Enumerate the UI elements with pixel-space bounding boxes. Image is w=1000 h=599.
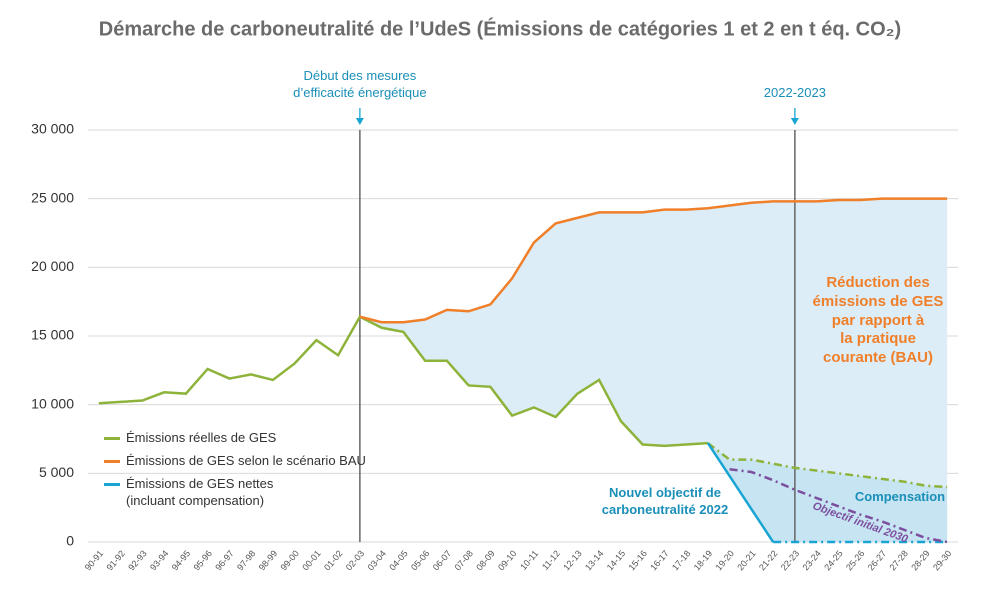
x-tick-label: 00-01 <box>300 548 322 572</box>
legend-label: Émissions de GES selon le scénario BAU <box>126 452 366 468</box>
x-tick-label: 28-29 <box>909 548 931 572</box>
y-tick-label: 25 000 <box>31 189 74 205</box>
series-line <box>98 315 708 448</box>
x-tick-label: 09-10 <box>496 548 518 572</box>
x-tick-label: 15-16 <box>627 548 649 572</box>
legend: Émissions réelles de GES Émissions de GES… <box>104 430 366 516</box>
marker-arrowhead <box>355 118 364 125</box>
x-tick-label: 22-23 <box>779 548 801 572</box>
legend-entry: Émissions réelles de GES <box>104 430 366 447</box>
x-tick-label: 24-25 <box>822 548 844 572</box>
x-tick-label: 06-07 <box>431 548 453 572</box>
x-tick-label: 98-99 <box>257 548 279 572</box>
x-tick-label: 97-98 <box>235 548 257 572</box>
x-tick-label: 07-08 <box>453 548 475 572</box>
x-tick-label: 26-27 <box>866 548 888 572</box>
x-tick-label: 05-06 <box>409 548 431 572</box>
legend-label: Émissions de GES nettes (incluant compen… <box>126 475 274 508</box>
compensation-area <box>707 443 948 542</box>
x-tick-label: 04-05 <box>387 548 409 572</box>
x-tick-label: 23-24 <box>801 548 823 572</box>
x-tick-label: 25-26 <box>844 548 866 572</box>
x-tick-label: 29-30 <box>931 548 953 572</box>
reduction-area <box>359 198 948 542</box>
x-tick-label: 91-92 <box>105 548 127 572</box>
x-tick-label: 12-13 <box>561 548 583 572</box>
y-tick-label: 0 <box>66 533 74 549</box>
x-tick-label: 90-91 <box>83 548 105 572</box>
x-tick-label: 21-22 <box>757 548 779 572</box>
legend-swatch <box>104 437 120 440</box>
x-tick-label: 14-15 <box>605 548 627 572</box>
legend-swatch <box>104 459 120 463</box>
x-tick-label: 20-21 <box>735 548 757 572</box>
x-tick-label: 19-20 <box>714 548 736 572</box>
chart-title: Démarche de carboneutralité de l’UdeS (É… <box>99 17 901 40</box>
x-tick-label: 92-93 <box>126 548 148 572</box>
series-line-projected <box>707 442 948 489</box>
x-tick-label: 08-09 <box>474 548 496 572</box>
x-tick-label: 11-12 <box>540 548 562 572</box>
legend-entry: Émissions de GES nettes (incluant compen… <box>104 476 366 510</box>
x-tick-label: 18-19 <box>692 548 714 572</box>
x-tick-label: 95-96 <box>192 548 214 572</box>
y-tick-label: 20 000 <box>31 258 74 274</box>
annotation-compensation: Compensation <box>854 489 946 504</box>
legend-swatch <box>104 482 120 486</box>
y-tick-label: 15 000 <box>31 327 74 343</box>
x-tick-label: 17-18 <box>670 548 692 572</box>
annotation-reduction: Réduction des émissions de GES par rappo… <box>812 274 944 366</box>
y-tick-label: 10 000 <box>31 395 74 411</box>
series-line <box>706 442 775 543</box>
legend-label: Émissions réelles de GES <box>126 430 277 445</box>
x-tick-label: 02-03 <box>344 548 366 572</box>
series-line <box>359 197 948 324</box>
x-tick-label: 13-14 <box>583 548 605 572</box>
x-tick-label: 99-00 <box>279 548 301 572</box>
series-line-projected <box>729 467 948 544</box>
x-tick-label: 01-02 <box>322 548 344 572</box>
marker-label: 2022-2023 <box>763 85 826 101</box>
x-tick-label: 27-28 <box>888 548 910 572</box>
x-tick-label: 93-94 <box>148 548 170 572</box>
annotation-new-target: Nouvel objectif de carboneutralité 2022 <box>601 485 729 517</box>
x-tick-label: 94-95 <box>170 548 192 572</box>
x-tick-label: 03-04 <box>366 548 388 572</box>
marker-arrowhead <box>790 118 799 125</box>
y-tick-label: 30 000 <box>31 121 74 137</box>
y-tick-label: 5 000 <box>39 464 74 480</box>
x-tick-label: 96-97 <box>213 548 235 572</box>
marker-label: Début des mesures d’efficacité énergétiq… <box>293 67 427 101</box>
legend-entry: Émissions de GES selon le scénario BAU <box>104 453 366 470</box>
x-tick-label: 10-11 <box>518 548 540 572</box>
x-tick-label: 16-17 <box>648 548 670 572</box>
